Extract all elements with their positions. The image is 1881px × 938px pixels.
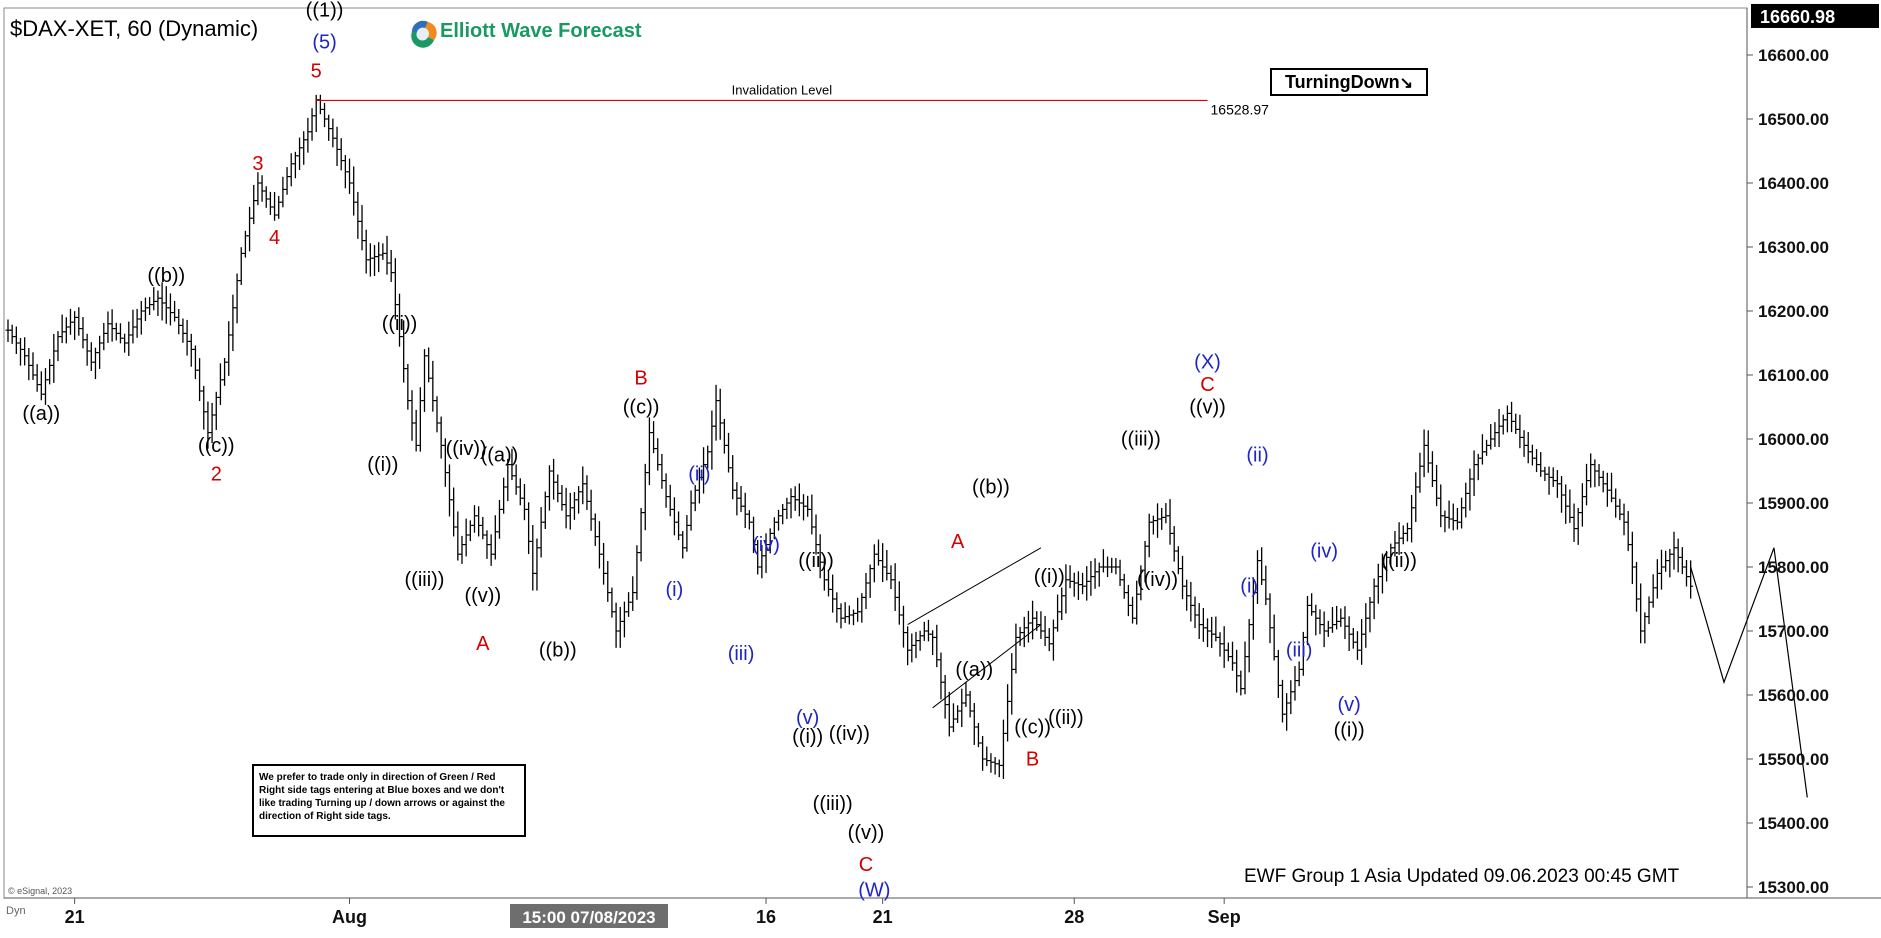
wave-label: (iii) <box>1286 640 1313 662</box>
y-tick-label: 15800.00 <box>1758 558 1829 577</box>
current-price-tag <box>1751 3 1879 28</box>
wave-label: ((i)) <box>1334 720 1365 742</box>
wave-label: B <box>1026 748 1039 770</box>
wave-label: (ii) <box>1246 444 1268 466</box>
y-tick-label: 15500.00 <box>1758 750 1829 769</box>
wave-label: ((c)) <box>1014 716 1051 738</box>
wave-label: (X) <box>1194 352 1221 374</box>
wave-label: ((iii)) <box>405 569 445 591</box>
wave-label: ((ii)) <box>1381 550 1417 572</box>
wave-label: (iv) <box>752 534 780 556</box>
y-tick-label: 16200.00 <box>1758 302 1829 321</box>
y-tick-label: 16400.00 <box>1758 174 1829 193</box>
dyn-indicator: Dyn <box>6 905 26 917</box>
ewf-logo-icon <box>410 20 437 48</box>
y-tick-label: 15400.00 <box>1758 814 1829 833</box>
wave-label: (iii) <box>728 643 755 665</box>
cursor-date-tag <box>510 904 668 928</box>
wave-labels: ((1)) (5) 5 3 4 ((b)) ((a)) ((c)) 2 ((ii)) ((i)) ((… <box>22 0 1416 902</box>
wave-label: ((a)) <box>955 659 993 681</box>
ohlc-bar <box>1688 560 1694 599</box>
wave-label: ((b)) <box>147 265 185 287</box>
wave-label: ((i)) <box>1034 566 1065 588</box>
wave-label: ((ii)) <box>1048 707 1084 729</box>
y-tick-label: 16000.00 <box>1758 430 1829 449</box>
wave-label: 5 <box>311 60 322 82</box>
wave-label: 4 <box>269 227 280 249</box>
wave-label: (i) <box>1240 576 1258 598</box>
invalidation-level: Invalidation Level 16528.97 <box>316 82 1269 117</box>
y-tick-label: 15300.00 <box>1758 878 1829 897</box>
wave-label: ((ii)) <box>382 313 418 335</box>
wave-label: ((v)) <box>1189 396 1226 418</box>
y-tick-label: 16100.00 <box>1758 366 1829 385</box>
y-tick-label: 16300.00 <box>1758 238 1829 257</box>
logo-text: Elliott Wave Forecast <box>440 20 642 42</box>
y-tick-label: 16500.00 <box>1758 110 1829 129</box>
triangle-lower-line <box>932 624 1042 709</box>
x-tick-label: 28 <box>1064 907 1084 927</box>
wave-label: ((iii)) <box>813 793 853 815</box>
wave-label: ((c)) <box>623 396 660 418</box>
wave-label: ((a)) <box>481 444 519 466</box>
wave-label: ((b)) <box>539 640 577 662</box>
current-price-label: 16660.98 <box>1760 7 1835 27</box>
invalidation-value: 16528.97 <box>1211 101 1270 117</box>
y-tick-label: 15600.00 <box>1758 686 1829 705</box>
updated-stamp: EWF Group 1 Asia Updated 09.06.2023 00:4… <box>1244 866 1680 887</box>
wave-label: B <box>634 368 647 390</box>
wave-label: ((v)) <box>848 822 885 844</box>
wave-label: 2 <box>211 464 222 486</box>
wave-label: ((iv)) <box>1137 569 1178 591</box>
y-axis: 15300.00 15400.00 15500.00 15600.00 15700.00… <box>1747 3 1879 897</box>
wave-label: ((i)) <box>367 454 398 476</box>
wave-label: ((iv)) <box>446 438 487 460</box>
y-tick-label: 15900.00 <box>1758 494 1829 513</box>
wave-label: C <box>859 854 873 876</box>
wave-label: ((c)) <box>198 435 235 457</box>
x-tick-label: 21 <box>65 907 85 927</box>
wave-label: A <box>476 633 490 655</box>
trading-note: We prefer to trade only in direction of … <box>252 764 526 837</box>
wave-projection <box>1690 547 1808 798</box>
projection-line <box>1690 547 1808 798</box>
wave-label: ((iii)) <box>1121 428 1161 450</box>
x-tick-label: Aug <box>332 907 367 927</box>
wave-label: ((1)) <box>306 0 344 22</box>
wave-label: 3 <box>252 153 263 175</box>
wave-label: ((b)) <box>972 476 1010 498</box>
turning-down-tag: TurningDown↘ <box>1270 68 1428 96</box>
wave-label: (5) <box>312 32 336 54</box>
invalidation-label: Invalidation Level <box>732 82 833 97</box>
x-tick-label: 16 <box>756 907 776 927</box>
triangle-upper-line <box>907 547 1042 626</box>
wave-label: ((v)) <box>464 585 501 607</box>
wave-label: ((i)) <box>792 726 823 748</box>
wave-label: C <box>1200 374 1214 396</box>
y-tick-label: 16600.00 <box>1758 46 1829 65</box>
wave-label: A <box>951 531 965 553</box>
wave-label: (i) <box>666 579 684 601</box>
wave-label: (ii) <box>688 464 710 486</box>
wave-label: ((ii)) <box>798 550 834 572</box>
wave-label: (W) <box>858 880 890 902</box>
esignal-copyright: © eSignal, 2023 <box>8 886 73 896</box>
wave-label: ((iv)) <box>829 723 870 745</box>
wave-label: (v) <box>796 707 819 729</box>
y-tick-label: 15700.00 <box>1758 622 1829 641</box>
x-axis: 21 Aug 16 21 28 Sep 15:00 07/08/2023 <box>65 898 1241 928</box>
wave-label: ((a)) <box>22 403 60 425</box>
x-tick-label: Sep <box>1208 907 1241 927</box>
wave-label: (iv) <box>1310 540 1338 562</box>
ohlc-bars <box>5 94 1694 780</box>
x-tick-label: 21 <box>873 907 893 927</box>
cursor-date-label: 15:00 07/08/2023 <box>522 908 655 927</box>
turning-down-arrow-icon: ↘ <box>1399 75 1414 92</box>
turning-down-label: TurningDown <box>1284 72 1400 92</box>
symbol-title: $DAX-XET, 60 (Dynamic) <box>10 16 259 41</box>
wave-label: (v) <box>1337 694 1360 716</box>
